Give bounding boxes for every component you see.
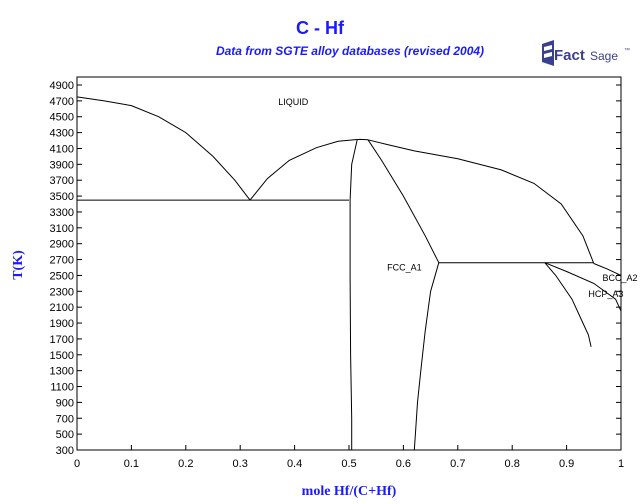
y-tick-label: 4300: [50, 128, 74, 140]
y-tick-label: 2900: [50, 239, 74, 251]
x-tick-label: 0: [74, 458, 80, 470]
x-tick-label: 1: [618, 458, 624, 470]
x-axis: 0 0.1 0.2 0.3 0.4 0.5 0.6 0.7 0.8 0.9 1: [74, 445, 624, 470]
phase-label: FCC_A1: [387, 263, 422, 273]
y-tick-label: 2500: [50, 270, 74, 282]
phase-labels: LIQUID FCC_A1 BCC_A2 HCP_A3: [278, 97, 637, 299]
svg-text:Sage: Sage: [590, 49, 618, 63]
phase-boundary-line: [544, 262, 622, 312]
x-tick-label: 0.3: [233, 458, 248, 470]
factsage-logo: Fact Sage ™: [542, 40, 630, 66]
x-tick-label: 0.2: [178, 458, 193, 470]
svg-text:Fact: Fact: [554, 47, 585, 64]
y-tick-label: 2700: [50, 255, 74, 267]
x-tick-label: 0.9: [559, 458, 574, 470]
y-tick-label: 1300: [50, 366, 74, 378]
x-tick-label: 0.1: [124, 458, 139, 470]
y-axis-label: T(K): [11, 250, 26, 280]
y-tick-label: 3500: [50, 191, 74, 203]
y-tick-label: 4100: [50, 143, 74, 155]
chart-title: C - Hf: [296, 18, 344, 38]
y-tick-label: 1700: [50, 334, 74, 346]
y-axis: 300 500 700 900 1100 1300 1500 1700 1900 2100 2300…: [50, 80, 621, 457]
phase-boundary-line: [349, 139, 358, 450]
y-tick-label: 4700: [50, 96, 74, 108]
x-tick-label: 0.5: [341, 458, 356, 470]
svg-text:™: ™: [624, 47, 630, 54]
phase-boundary-line: [593, 263, 622, 276]
y-tick-label: 2300: [50, 286, 74, 298]
phase-label: LIQUID: [278, 97, 309, 107]
y-tick-label: 2100: [50, 302, 74, 314]
y-tick-label: 1500: [50, 350, 74, 362]
y-tick-label: 500: [56, 429, 74, 441]
y-tick-label: 3700: [50, 175, 74, 187]
chart-subtitle: Data from SGTE alloy databases (revised …: [215, 44, 485, 58]
x-tick-label: 0.8: [505, 458, 520, 470]
phase-boundary-line: [367, 139, 595, 264]
y-tick-label: 700: [56, 413, 74, 425]
phase-label: BCC_A2: [603, 273, 638, 283]
x-axis-label: mole Hf/(C+Hf): [302, 484, 397, 499]
phase-boundary-line: [544, 262, 592, 347]
y-tick-label: 300: [56, 445, 74, 457]
y-tick-label: 1900: [50, 318, 74, 330]
plot-frame: [76, 76, 622, 451]
y-tick-label: 1100: [50, 382, 74, 394]
phase-boundary-line: [367, 139, 440, 263]
x-tick-label: 0.6: [396, 458, 411, 470]
y-tick-label: 900: [56, 397, 74, 409]
x-tick-label: 0.7: [450, 458, 465, 470]
y-tick-label: 4500: [50, 112, 74, 124]
phase-label: HCP_A3: [588, 289, 623, 299]
phase-boundary-line: [249, 138, 369, 201]
y-tick-label: 3300: [50, 207, 74, 219]
x-tick-label: 0.4: [287, 458, 302, 470]
y-tick-label: 3900: [50, 159, 74, 171]
phase-boundary-line: [76, 96, 251, 201]
phase-boundary-line: [413, 262, 440, 451]
y-tick-label: 4900: [50, 80, 74, 92]
phase-boundaries: [76, 96, 622, 451]
factsage-logo-icon: [542, 40, 554, 66]
y-tick-label: 3100: [50, 223, 74, 235]
